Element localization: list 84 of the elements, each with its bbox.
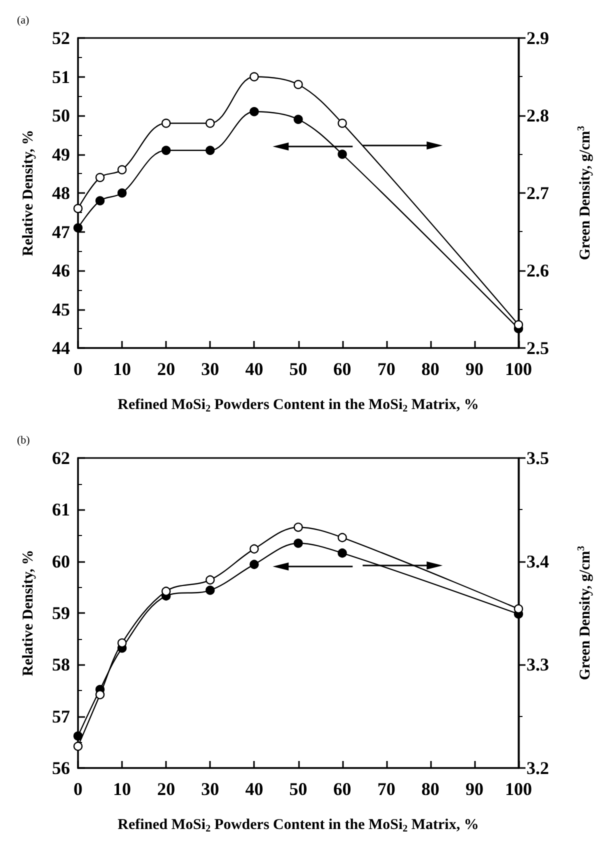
point (95, 690, 105, 700)
y-tick-label: 50 (52, 106, 70, 126)
y-tick-label: 45 (52, 299, 70, 320)
y-tick-label: 51 (52, 66, 70, 87)
x-tick-label: 70 (377, 779, 396, 799)
x-tick-label: 60 (333, 359, 352, 379)
point (162, 146, 171, 155)
point (95, 172, 105, 182)
x-tick-label: 30 (201, 779, 220, 799)
point (250, 560, 259, 570)
x-tick-label: 0 (74, 779, 82, 799)
y-tick-label: 56 (52, 758, 70, 778)
point (206, 575, 215, 585)
y-tick-label: 44 (52, 338, 70, 358)
x-tick-label: 90 (465, 359, 484, 379)
x-tick-label: 100 (505, 779, 532, 799)
y-tick-label: 52 (52, 28, 70, 48)
chart-title: (a) (17, 14, 30, 26)
y2-tick-label: 3.4 (526, 551, 549, 572)
point (73, 204, 83, 214)
point (294, 80, 303, 90)
point (250, 544, 259, 554)
x-tick-label: 40 (245, 779, 264, 799)
point (206, 586, 215, 595)
y-axis-title: Relative Density, % (20, 550, 36, 676)
x-tick-label: 30 (201, 359, 220, 379)
y-tick-label: 58 (52, 654, 70, 675)
point (162, 586, 171, 596)
x-tick-label: 40 (245, 359, 264, 379)
point (514, 320, 524, 330)
x-tick-label: 70 (377, 359, 396, 379)
y2-tick-label: 3.3 (526, 654, 549, 675)
point (250, 107, 259, 116)
y2-tick-label: 2.5 (526, 338, 549, 358)
y-tick-label: 60 (52, 551, 70, 572)
x-tick-label: 80 (421, 359, 440, 379)
point (250, 72, 259, 82)
y-tick-label: 49 (52, 144, 70, 164)
point (338, 118, 347, 128)
x-tick-label: 20 (157, 779, 176, 799)
point (206, 118, 215, 128)
y-axis-title: Relative Density, % (20, 130, 36, 256)
point (338, 150, 347, 159)
y2-axis-title: Green Density, g/cm3 (576, 546, 594, 680)
point (95, 196, 105, 206)
x-tick-label: 20 (157, 359, 176, 379)
y-tick-label: 57 (52, 706, 70, 726)
point (294, 114, 303, 124)
point (338, 548, 347, 558)
chart-title: (b) (17, 434, 30, 446)
y-tick-label: 47 (52, 222, 70, 242)
x-tick-label: 0 (74, 359, 82, 379)
point (117, 165, 127, 174)
y-tick-label: 48 (52, 183, 70, 203)
x-tick-label: 80 (421, 779, 440, 799)
y2-tick-label: 3.2 (526, 758, 549, 778)
point (162, 118, 171, 128)
x-tick-label: 10 (113, 779, 132, 799)
y2-tick-label: 3.5 (526, 448, 549, 468)
y-tick-label: 61 (52, 500, 70, 520)
y-tick-label: 62 (52, 448, 70, 468)
x-tick-label: 60 (333, 779, 352, 799)
point (117, 188, 127, 198)
point (73, 742, 83, 751)
point (294, 538, 303, 548)
y-tick-label: 46 (52, 260, 70, 280)
x-tick-label: 100 (505, 359, 532, 379)
point (206, 146, 215, 155)
point (294, 522, 303, 532)
y2-tick-label: 2.6 (526, 260, 549, 280)
point (338, 532, 347, 542)
y2-axis-title: Green Density, g/cm3 (576, 126, 594, 260)
point (514, 604, 524, 614)
point (117, 638, 127, 648)
y2-tick-label: 2.8 (526, 106, 549, 126)
y-tick-label: 59 (52, 603, 70, 623)
x-tick-label: 50 (289, 779, 308, 799)
x-tick-label: 10 (113, 359, 132, 379)
point (73, 223, 83, 232)
x-tick-label: 50 (289, 359, 308, 379)
point (73, 731, 83, 741)
y2-tick-label: 2.7 (526, 183, 549, 203)
y2-tick-label: 2.9 (526, 28, 549, 48)
x-tick-label: 90 (465, 779, 484, 799)
